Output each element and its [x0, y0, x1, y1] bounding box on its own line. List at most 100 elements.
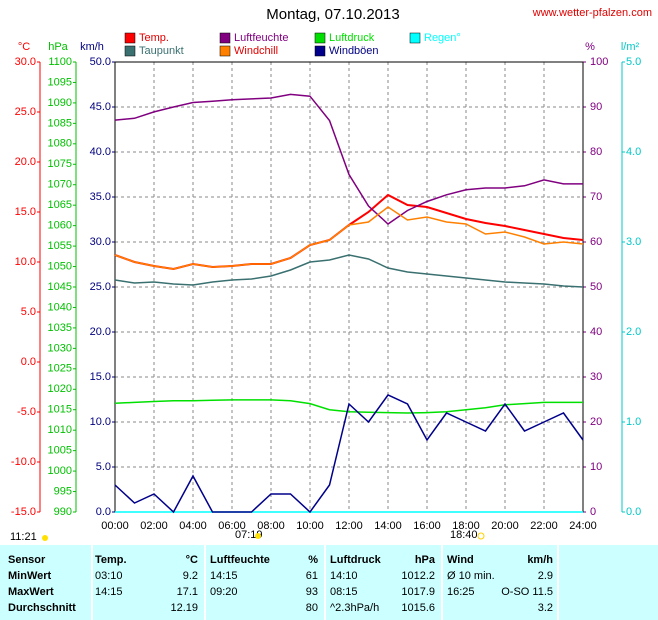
- chart-title: Montag, 07.10.2013: [266, 6, 399, 23]
- y-tick-label: 20.0: [90, 326, 111, 338]
- table-cell: 08:15: [330, 586, 358, 598]
- x-tick-label: 00:00: [101, 520, 129, 532]
- moon-icon: [42, 535, 48, 541]
- table-cell: O-SO 11.5: [501, 586, 553, 598]
- y-tick-label: 40.0: [90, 146, 111, 158]
- table-cell: 61: [306, 570, 318, 582]
- legend-label: Temp.: [139, 32, 169, 44]
- table-cell: 80: [306, 602, 318, 614]
- table-cell: 1015.6: [401, 602, 435, 614]
- y-tick-label: 20: [590, 416, 602, 428]
- legend-label: Taupunkt: [139, 45, 184, 57]
- y-tick-label: 0.0: [626, 506, 641, 518]
- table-cell: 09:20: [210, 586, 238, 598]
- x-tick-label: 16:00: [413, 520, 441, 532]
- y-tick-label: 1040: [48, 301, 72, 313]
- y-tick-label: 1100: [48, 56, 72, 68]
- table-cell: Durchschnitt: [8, 602, 76, 614]
- table-cell: 1017.9: [401, 586, 435, 598]
- y-tick-label: 2.0: [626, 326, 641, 338]
- y-tick-label: 990: [54, 506, 72, 518]
- y-tick-label: 1035: [48, 322, 72, 334]
- legend-label: Luftfeuchte: [234, 32, 288, 44]
- y-tick-label: 25.0: [15, 106, 36, 118]
- y-tick-label: 4.0: [626, 146, 641, 158]
- legend-label: Windböen: [329, 45, 379, 57]
- y-tick-label: 0: [590, 506, 596, 518]
- y-tick-label: 1060: [48, 220, 72, 232]
- table-cell: 16:25: [447, 586, 475, 598]
- table-cell: 3.2: [538, 602, 553, 614]
- x-tick-label: 04:00: [179, 520, 207, 532]
- x-tick-label: 12:00: [335, 520, 363, 532]
- y-tick-label: 25.0: [90, 281, 111, 293]
- table-cell: 2.9: [538, 570, 553, 582]
- table-cell: 14:10: [330, 570, 358, 582]
- x-tick-label: 10:00: [296, 520, 324, 532]
- sunrise-time: 07:19: [235, 529, 263, 541]
- table-header: Wind: [447, 554, 474, 566]
- y-tick-label: 995: [54, 485, 72, 497]
- y-tick-label: 30: [590, 371, 602, 383]
- y-tick-label: 1055: [48, 240, 72, 252]
- y-tick-label: 80: [590, 146, 602, 158]
- y-tick-label: 45.0: [90, 101, 111, 113]
- y-tick-label: 1090: [48, 97, 72, 109]
- table-cell: 93: [306, 586, 318, 598]
- table-cell: 03:10: [95, 570, 123, 582]
- x-tick-label: 18:00: [452, 520, 480, 532]
- legend-swatch: [314, 32, 326, 44]
- table-cell: 14:15: [95, 586, 123, 598]
- table-cell: MinWert: [8, 570, 52, 582]
- y-tick-label: 5.0: [21, 306, 36, 318]
- y-tick-label: 10: [590, 461, 602, 473]
- x-tick-label: 06:00: [218, 520, 246, 532]
- table-cell: 14:15: [210, 570, 238, 582]
- series-line: [114, 254, 584, 288]
- y-tick-label: 60: [590, 236, 602, 248]
- legend-swatch: [409, 32, 421, 44]
- y-tick-label: 1030: [48, 342, 72, 354]
- legend-swatch: [219, 45, 231, 57]
- table-header: %: [308, 554, 318, 566]
- y-tick-label: 1.0: [626, 416, 641, 428]
- y-tick-label: 10.0: [15, 256, 36, 268]
- y-tick-label: 10.0: [90, 416, 111, 428]
- y-tick-label: 70: [590, 191, 602, 203]
- table-cell: ^2.3hPa/h: [330, 602, 379, 614]
- y-tick-label: 1005: [48, 445, 72, 457]
- y-tick-label: -15.0: [11, 506, 36, 518]
- axis-unit: l/m²: [621, 41, 640, 53]
- y-tick-label: 1050: [48, 260, 72, 272]
- legend-label: Windchill: [234, 45, 278, 57]
- y-tick-label: 0.0: [96, 506, 111, 518]
- legend-label: Luftdruck: [329, 32, 375, 44]
- y-tick-label: 35.0: [90, 191, 111, 203]
- y-tick-label: 20.0: [15, 156, 36, 168]
- table-cell: 12.19: [170, 602, 198, 614]
- y-tick-label: 5.0: [626, 56, 641, 68]
- y-tick-label: 1065: [48, 199, 72, 211]
- series-line: [114, 394, 584, 514]
- table-header: Sensor: [8, 554, 46, 566]
- axis-unit: km/h: [80, 41, 104, 53]
- x-tick-label: 24:00: [569, 520, 597, 532]
- table-header: Luftfeuchte: [210, 554, 270, 566]
- table-header: Luftdruck: [330, 554, 382, 566]
- y-tick-label: 5.0: [96, 461, 111, 473]
- legend-swatch: [124, 32, 136, 44]
- x-tick-label: 02:00: [140, 520, 168, 532]
- source: www.wetter-pfalzen.com: [532, 7, 652, 19]
- axis-unit: °C: [18, 41, 30, 53]
- sunset-icon: [477, 532, 485, 540]
- y-tick-label: 1045: [48, 281, 72, 293]
- y-tick-label: 1025: [48, 363, 72, 375]
- moon-time: 11:21: [10, 531, 37, 543]
- series-line: [114, 93, 583, 225]
- y-tick-label: 15.0: [15, 206, 36, 218]
- table-cell: 17.1: [177, 586, 198, 598]
- legend-swatch: [314, 45, 326, 57]
- y-tick-label: 1075: [48, 158, 72, 170]
- y-tick-label: 1085: [48, 117, 72, 129]
